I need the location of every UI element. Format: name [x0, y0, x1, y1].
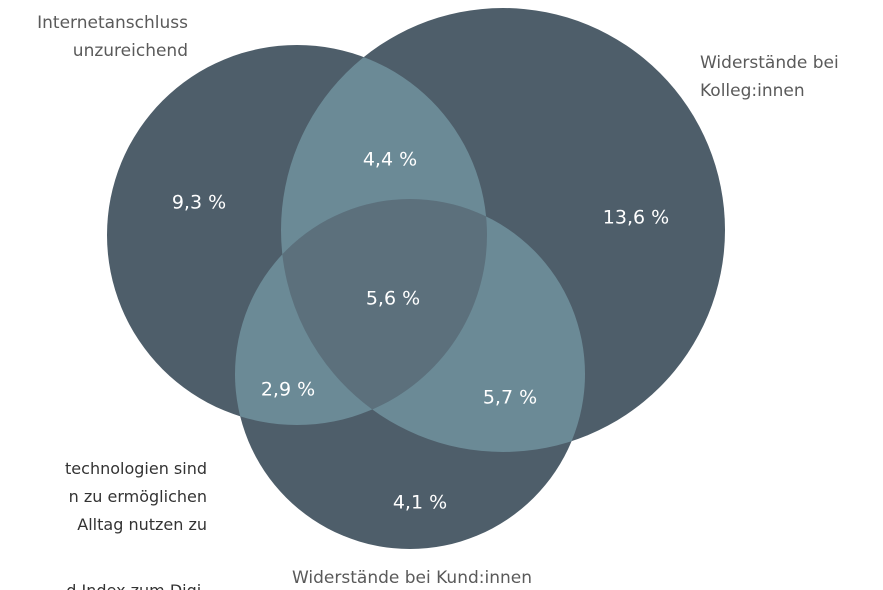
- overlap-abc: [281, 199, 487, 425]
- region-label: 9,3 %: [172, 192, 226, 214]
- set-label: Internetanschluss: [37, 13, 188, 33]
- region-label: 5,7 %: [483, 387, 537, 409]
- set-label: Widerstände bei Kund:innen: [292, 568, 532, 588]
- set-label: unzureichend: [73, 41, 188, 61]
- body-text: d Index zum Digi-: [66, 581, 207, 590]
- region-label: 5,6 %: [366, 288, 420, 310]
- region-label: 4,1 %: [393, 492, 447, 514]
- body-text: n zu ermöglichen: [69, 487, 207, 506]
- region-label: 13,6 %: [603, 207, 669, 229]
- set-label: Kolleg:innen: [700, 81, 805, 101]
- region-label: 4,4 %: [363, 149, 417, 171]
- body-text: Alltag nutzen zu: [77, 515, 207, 534]
- region-label: 2,9 %: [261, 379, 315, 401]
- body-text: technologien sind: [65, 459, 207, 478]
- set-label: Widerstände bei: [700, 53, 839, 73]
- circles: [107, 8, 725, 549]
